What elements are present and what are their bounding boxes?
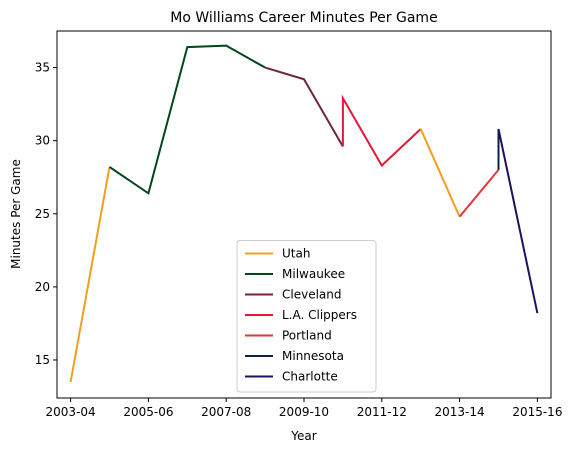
legend-label: Milwaukee [282, 267, 345, 281]
x-tick-label: 2005-06 [123, 405, 173, 419]
y-tick-label: 20 [35, 280, 50, 294]
x-tick-label: 2007-08 [201, 405, 251, 419]
x-tick-label: 2009-10 [279, 405, 329, 419]
legend-label: L.A. Clippers [282, 308, 357, 322]
plot-frame [56, 30, 552, 399]
x-tick-label: 2015-16 [512, 405, 562, 419]
series-line-cleveland-2 [264, 66, 344, 148]
y-tick-label: 25 [35, 207, 50, 221]
legend-label: Minnesota [282, 349, 344, 363]
y-tick-label: 15 [35, 353, 50, 367]
x-axis-label: Year [290, 429, 316, 443]
axes: 2003-04 2005-06 2007-08 2009-10 2011-12 2013-… [35, 61, 563, 419]
legend: Utah Milwaukee Cleveland L.A. Clippers Portl… [236, 240, 377, 393]
y-tick-label: 30 [35, 134, 50, 148]
series-line-l-a-clippers-3 [341, 94, 422, 168]
chart-title: Mo Williams Career Minutes Per Game [170, 10, 437, 26]
x-tick-label: 2003-04 [46, 405, 96, 419]
series-line-milwaukee-1 [108, 44, 266, 195]
y-tick-label: 35 [35, 61, 50, 75]
legend-label: Cleveland [282, 288, 342, 302]
series-line-utah-4 [419, 128, 461, 218]
legend-label: Charlotte [282, 370, 338, 384]
y-axis-label: Minutes Per Game [9, 159, 23, 269]
x-tick-label: 2013-14 [435, 405, 485, 419]
series-line-charlotte-7 [497, 128, 539, 314]
series-line-portland-5 [458, 169, 500, 218]
x-tick-label: 2011-12 [357, 405, 407, 419]
legend-box [236, 240, 377, 393]
series-layer [69, 44, 539, 383]
series-line-utah-0 [69, 166, 111, 383]
legend-label: Utah [282, 247, 310, 261]
legend-label: Portland [282, 329, 332, 343]
